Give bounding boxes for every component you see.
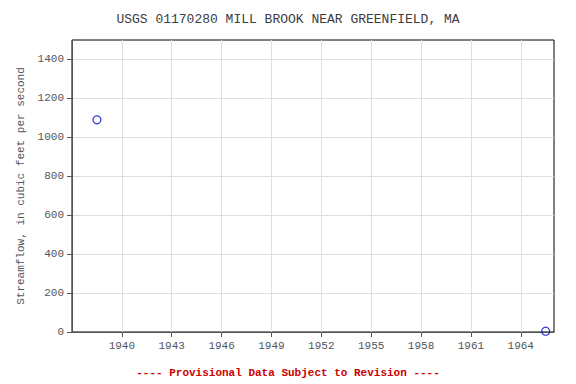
- svg-text:800: 800: [44, 170, 64, 182]
- svg-text:1943: 1943: [159, 340, 185, 352]
- svg-text:USGS 01170280 MILL BROOK NEAR: USGS 01170280 MILL BROOK NEAR GREENFIELD…: [116, 12, 459, 27]
- svg-text:600: 600: [44, 209, 64, 221]
- svg-text:1200: 1200: [38, 92, 64, 104]
- svg-text:400: 400: [44, 248, 64, 260]
- svg-text:1952: 1952: [308, 340, 334, 352]
- svg-text:1949: 1949: [258, 340, 284, 352]
- svg-text:1964: 1964: [508, 340, 535, 352]
- svg-text:Streamflow, in cubic feet per: Streamflow, in cubic feet per second: [15, 67, 27, 305]
- svg-text:1946: 1946: [208, 340, 234, 352]
- svg-text:1400: 1400: [38, 53, 64, 65]
- svg-text:1958: 1958: [408, 340, 434, 352]
- svg-text:200: 200: [44, 287, 64, 299]
- svg-text:1000: 1000: [38, 131, 64, 143]
- svg-text:1940: 1940: [109, 340, 135, 352]
- svg-text:0: 0: [57, 326, 64, 338]
- svg-text:---- Provisional Data Subject: ---- Provisional Data Subject to Revisio…: [136, 367, 440, 379]
- svg-text:1961: 1961: [458, 340, 485, 352]
- svg-text:1955: 1955: [358, 340, 384, 352]
